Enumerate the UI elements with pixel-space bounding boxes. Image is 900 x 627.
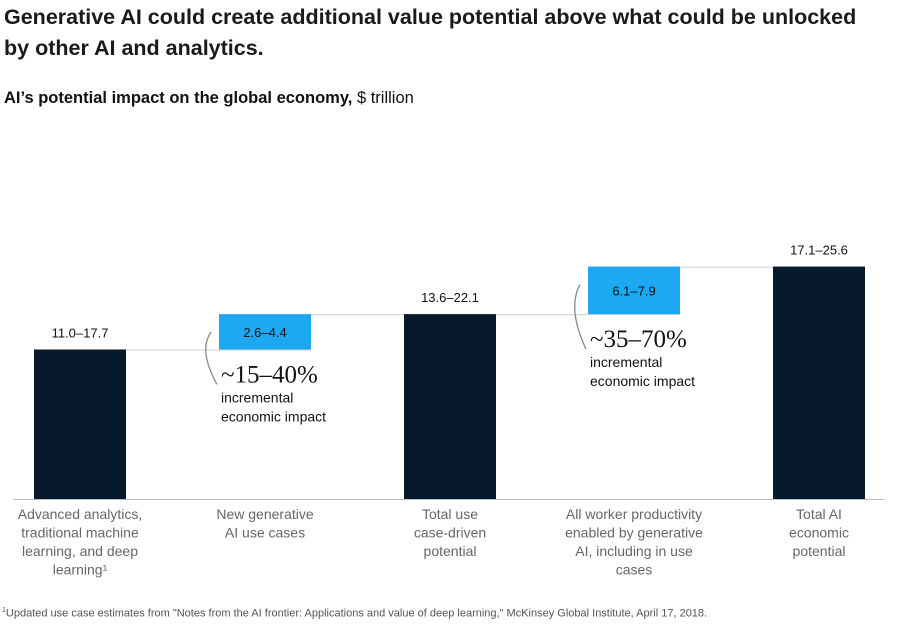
- chart-subtitle: AI’s potential impact on the global econ…: [4, 89, 414, 108]
- category-label: learning, and deep: [22, 543, 138, 559]
- bar: [404, 314, 496, 499]
- annotation-text: economic impact: [221, 408, 326, 424]
- subtitle-unit: $ trillion: [352, 89, 414, 107]
- bar: [588, 266, 680, 315]
- bar-value-label: 11.0–17.7: [52, 325, 109, 340]
- category-label: case-driven: [414, 525, 486, 541]
- category-label: Advanced analytics,: [18, 506, 143, 522]
- bar-value-label: 17.1–25.6: [790, 243, 848, 258]
- category-label: AI, including in use: [575, 543, 693, 559]
- category-label: economic: [789, 525, 849, 541]
- category-label: Total AI: [796, 506, 842, 522]
- bar: [773, 266, 865, 499]
- category-label: learning¹: [53, 562, 108, 578]
- bar: [219, 314, 311, 350]
- bar-value-label: 6.1–7.9: [612, 283, 655, 298]
- category-label: enabled by generative: [565, 525, 703, 541]
- bar-value-label: 2.6–4.4: [243, 325, 286, 340]
- percent-annotation: ~35–70%: [590, 326, 687, 353]
- category-label: Total use: [422, 506, 478, 522]
- footnote-text: Updated use case estimates from "Notes f…: [5, 607, 708, 620]
- category-label: cases: [616, 562, 653, 578]
- waterfall-chart: 11.0–17.7 2.6–4.4 13.6–22.1 6.1–7.9 17.1–25.…: [14, 243, 884, 578]
- chart-title: Generative AI could create additional va…: [4, 5, 857, 60]
- footnote-mark: 1: [2, 607, 6, 614]
- percent-annotation: ~15–40%: [221, 361, 318, 388]
- brace-curve: [205, 331, 218, 385]
- annotation-text: incremental: [590, 354, 662, 370]
- category-label: traditional machine: [21, 525, 139, 541]
- bar: [34, 349, 126, 499]
- subtitle-main: AI’s potential impact on the global econ…: [4, 89, 353, 107]
- annotation-text: economic impact: [590, 373, 695, 389]
- footnote: 1Updated use case estimates from "Notes …: [2, 607, 707, 620]
- brace-curve: [574, 284, 587, 350]
- category-label: New generative: [216, 506, 313, 522]
- category-label: potential: [793, 543, 846, 559]
- annotation-text: incremental: [221, 389, 293, 405]
- category-label: All worker productivity: [566, 506, 702, 522]
- category-label: potential: [424, 543, 477, 559]
- bar-value-label: 13.6–22.1: [421, 290, 479, 305]
- category-label: AI use cases: [225, 525, 305, 541]
